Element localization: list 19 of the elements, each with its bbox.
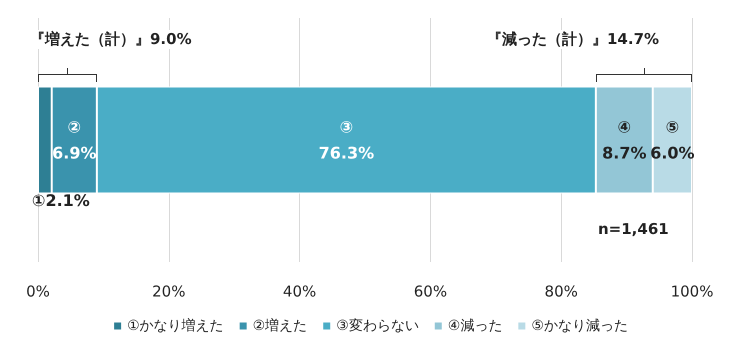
data-label: ④ 8.7% (602, 118, 646, 162)
legend-label: ④減った (448, 318, 502, 334)
x-tick-label: 100% (670, 282, 714, 300)
annotation: n=1,461 (598, 220, 669, 238)
data-label: ② 6.9% (52, 118, 96, 162)
legend-label: ①かなり増えた (127, 317, 224, 334)
x-tick-label: 60% (414, 282, 448, 300)
data-label: ③ 76.3% (318, 118, 374, 162)
annotation: 『増えた（計）』9.0% (30, 30, 192, 49)
data-label: ①2.1% (32, 191, 90, 210)
x-tick-label: 40% (282, 282, 316, 300)
legend-label: ②増えた (252, 317, 308, 334)
legend-label: ③変わらない (336, 318, 419, 334)
x-tick-label: 0% (26, 282, 50, 300)
annotation: 『減った（計）』14.7% (487, 30, 660, 49)
x-tick-label: 80% (544, 282, 578, 300)
x-tick-label: 20% (152, 282, 186, 300)
data-label: ⑤ 6.0% (650, 118, 695, 162)
legend-label: ⑤かなり減った (531, 318, 628, 334)
